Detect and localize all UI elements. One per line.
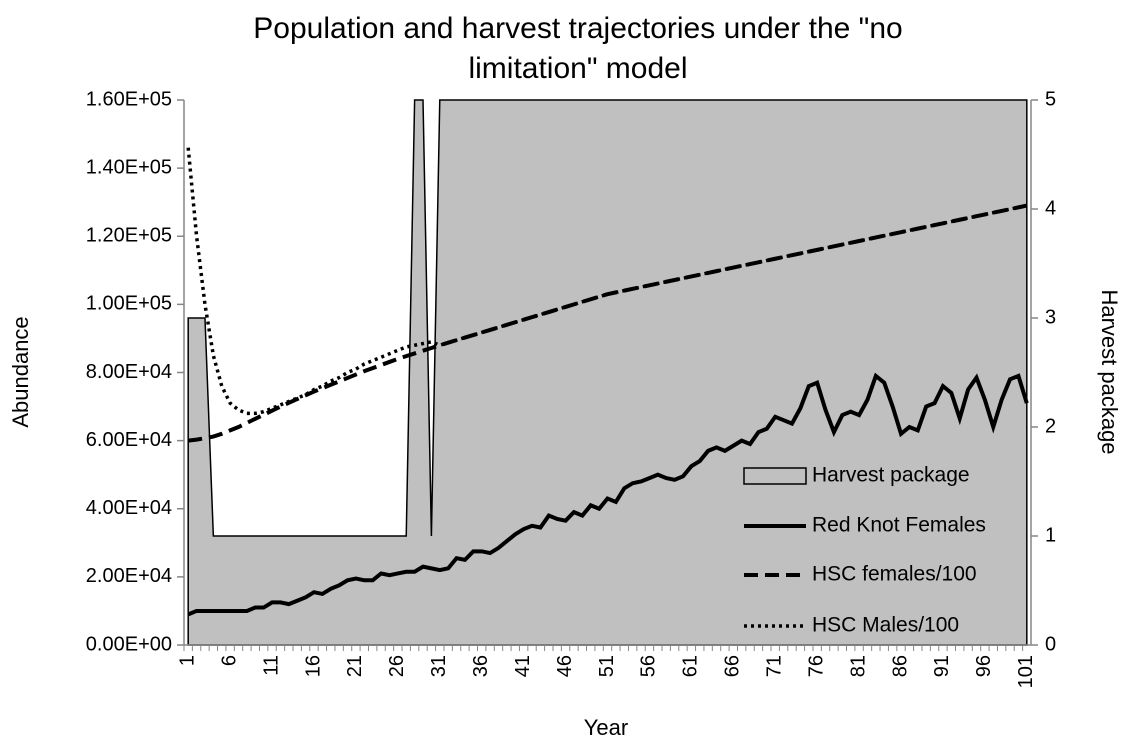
y-axis-title: Abundance	[8, 316, 33, 427]
y-tick-label: 1.40E+05	[86, 156, 172, 178]
x-tick-label: 76	[805, 655, 827, 677]
y2-tick-label: 1	[1045, 524, 1056, 546]
series-line	[187, 203, 1028, 443]
x-tick-label: 96	[973, 655, 995, 677]
y2-tick-label: 4	[1045, 197, 1056, 219]
y2-tick-label: 5	[1045, 88, 1056, 110]
x-tick-label: 101	[1015, 655, 1037, 688]
x-tick-label: 26	[386, 655, 408, 677]
legend-label: HSC females/100	[812, 563, 977, 586]
x-tick-label: 66	[722, 655, 744, 677]
legend-label: Red Knot Females	[812, 514, 986, 537]
y-tick-label: 6.00E+04	[86, 429, 172, 451]
x-tick-label: 71	[764, 655, 786, 677]
x-tick-label: 56	[638, 655, 660, 677]
x-tick-label: 36	[470, 655, 492, 677]
x-tick-label: 86	[889, 655, 911, 677]
y2-tick-label: 3	[1045, 306, 1056, 328]
chart-title: Population and harvest trajectories unde…	[253, 12, 902, 45]
y-tick-label: 4.00E+04	[86, 497, 172, 519]
legend-swatch	[743, 467, 807, 485]
x-tick-label: 46	[554, 655, 576, 677]
y-tick-label: 1.60E+05	[86, 88, 172, 110]
legend-label: HSC Males/100	[812, 614, 959, 637]
x-tick-label: 41	[512, 655, 534, 677]
y2-tick-label: 2	[1045, 415, 1056, 437]
y-tick-label: 1.20E+05	[86, 225, 172, 247]
legend-label: Harvest package	[812, 464, 970, 487]
x-tick-label: 81	[847, 655, 869, 677]
y-tick-label: 0.00E+00	[86, 633, 172, 655]
series-line	[187, 372, 1029, 617]
harvest-area	[187, 99, 1028, 646]
x-tick-label: 11	[260, 655, 282, 676]
y-tick-label: 1.00E+05	[86, 293, 172, 315]
y-tick-label: 8.00E+04	[86, 361, 172, 383]
x-tick-label: 16	[302, 655, 324, 677]
x-tick-label: 91	[931, 655, 953, 677]
x-tick-label: 31	[428, 655, 450, 677]
x-axis-title: Year	[584, 715, 628, 740]
x-tick-label: 51	[596, 655, 618, 677]
y2-tick-label: 0	[1045, 633, 1056, 655]
y-tick-label: 2.00E+04	[86, 565, 172, 587]
x-tick-label: 6	[218, 655, 240, 666]
x-tick-label: 61	[680, 655, 702, 677]
x-tick-label: 21	[344, 655, 366, 677]
x-tick-label: 1	[176, 655, 198, 666]
y2-axis-title: Harvest package	[1097, 289, 1122, 454]
chart-title: limitation" model	[468, 52, 687, 85]
